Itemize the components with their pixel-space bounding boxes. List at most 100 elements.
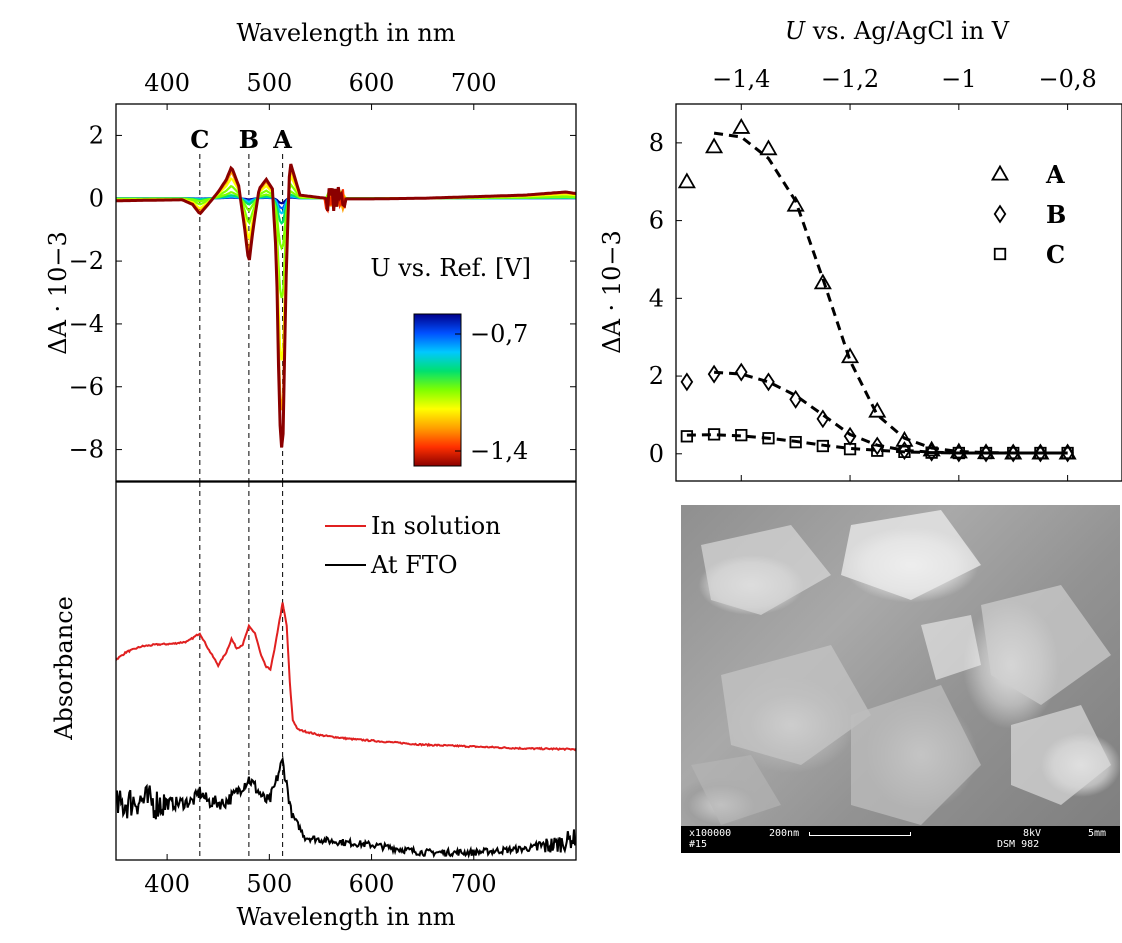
- sem-scale-bar: [809, 832, 911, 836]
- sem-info-bar: x100000 200nm 8kV 5mm #15 DSM 982: [681, 826, 1120, 853]
- y-axis-title: ΔA · 10−3: [598, 230, 626, 353]
- data-point-A: [732, 118, 751, 134]
- legend-label-at-fto: At FTO: [370, 551, 458, 579]
- data-point-C: [1061, 446, 1074, 460]
- x-tick-label: 600: [349, 69, 395, 97]
- data-point-B: [789, 389, 802, 409]
- data-point-B: [707, 364, 721, 384]
- plot-frame: [675, 103, 1122, 482]
- data-point-C: [952, 446, 965, 460]
- data-point-B: [734, 362, 748, 382]
- sem-voltage: 8kV: [1023, 828, 1042, 839]
- legend-label-in-solution: In solution: [371, 512, 501, 540]
- colorbar-min-label: −1,4: [470, 437, 528, 465]
- potential-axis-ticks: −1,4 −1,2 −1 −0,8: [712, 65, 1097, 481]
- absorbance-series: [116, 602, 576, 859]
- legend-label-A: A: [1045, 160, 1065, 189]
- difference-spectra-panel: Wavelength in nm 400 500 600 700 ΔA · 10−3 …: [44, 19, 577, 482]
- data-point-B: [870, 436, 884, 456]
- data-point-B: [680, 372, 694, 392]
- difference-spectrum-line: [116, 164, 576, 441]
- y-tick-label: −8: [69, 436, 104, 464]
- x-tick-label: −1,2: [821, 65, 879, 93]
- x-tick-label: −1,4: [712, 65, 770, 93]
- data-point-A: [840, 347, 860, 364]
- colorbar: [413, 313, 462, 467]
- at-fto-line: [116, 756, 576, 859]
- y-tick-label: 2: [649, 362, 664, 390]
- sem-image-number: #15: [689, 839, 708, 850]
- sem-micrograph: x100000 200nm 8kV 5mm #15 DSM 982: [681, 505, 1120, 853]
- data-point-C: [843, 442, 857, 456]
- data-point-A: [759, 139, 778, 156]
- x-tick-label: 500: [246, 69, 292, 97]
- sem-scale-label: 200nm: [769, 828, 800, 839]
- x-tick-label: −1: [941, 65, 976, 93]
- data-point-B: [762, 372, 775, 392]
- legend-label-B: B: [1046, 200, 1066, 229]
- potential-dependence-panel: U vs. Ag/AgCl in V −1,4 −1,2 −1 −0,8 ΔA · 1…: [598, 17, 1122, 482]
- peak-marker-label: A: [272, 125, 292, 154]
- data-point-C: [1007, 446, 1020, 460]
- colorbar-max-label: −0,7: [470, 320, 528, 348]
- y-axis-ticks: 2 0 −2 −4 −6 −8: [69, 121, 576, 464]
- data-point-A: [813, 273, 832, 290]
- x-tick-label: 500: [246, 870, 292, 898]
- x-tick-label: 400: [144, 69, 190, 97]
- legend-marker-A: [990, 164, 1010, 181]
- sem-magnification: x100000: [689, 828, 732, 839]
- data-point-C: [762, 432, 775, 445]
- y-tick-label: −4: [69, 310, 104, 338]
- y-axis-title: ΔA · 10−3: [44, 231, 72, 354]
- in-solution-line: [116, 602, 576, 752]
- data-points: [677, 118, 1077, 463]
- data-point-B: [1006, 443, 1020, 463]
- absorbance-axis-title: Absorbance: [50, 596, 78, 741]
- potential-axis-title: U vs. Ag/AgCl in V: [785, 17, 1010, 45]
- top-x-axis-ticks: 400 500 600 700: [144, 69, 497, 110]
- data-point-C: [789, 435, 802, 449]
- data-point-C: [898, 445, 911, 459]
- data-point-A: [786, 195, 805, 212]
- sem-texture: [691, 510, 1111, 825]
- absorbance-spectra-panel: 400 500 600 700 Wavelength in nm Absorbance…: [50, 481, 577, 931]
- data-point-A: [868, 401, 887, 418]
- fit-curve-C: [686, 433, 1068, 455]
- peak-marker-label: C: [190, 125, 209, 154]
- x-tick-label: 400: [144, 870, 190, 898]
- fit-curve-A: [713, 131, 1068, 455]
- data-point-B: [898, 441, 911, 461]
- y-tick-label: 4: [649, 284, 664, 312]
- data-point-C: [871, 444, 884, 457]
- top-x-axis-title: Wavelength in nm: [236, 19, 455, 47]
- difference-spectrum-line: [116, 163, 576, 448]
- plot-frame: [115, 103, 577, 482]
- legend: In solution At FTO: [325, 512, 501, 579]
- y-tick-label: 8: [649, 129, 664, 157]
- fit-curve-B: [713, 370, 1068, 455]
- bottom-x-axis-title: Wavelength in nm: [236, 903, 455, 931]
- data-point-B: [1034, 443, 1047, 463]
- data-point-B: [952, 443, 966, 463]
- x-tick-label: −0,8: [1038, 65, 1096, 93]
- data-point-C: [925, 446, 938, 459]
- data-point-A: [705, 137, 724, 154]
- data-point-B: [925, 442, 938, 462]
- y-tick-label: −2: [69, 247, 104, 275]
- colorbar-title: U vs. Ref. [V]: [370, 254, 531, 282]
- data-point-B: [1061, 443, 1074, 463]
- peak-marker-label: B: [239, 125, 259, 154]
- y-tick-label: −6: [69, 373, 104, 401]
- data-point-C: [680, 430, 694, 443]
- data-point-B: [979, 443, 993, 463]
- difference-series: [116, 163, 576, 448]
- data-point-C: [816, 439, 830, 453]
- data-point-A: [677, 172, 696, 189]
- x-tick-label: 700: [451, 69, 497, 97]
- data-point-C: [735, 428, 748, 442]
- legend-marker-C: [993, 247, 1007, 261]
- x-tick-label: 600: [349, 870, 395, 898]
- legend-label-C: C: [1046, 240, 1065, 269]
- plot-frame: [115, 481, 577, 861]
